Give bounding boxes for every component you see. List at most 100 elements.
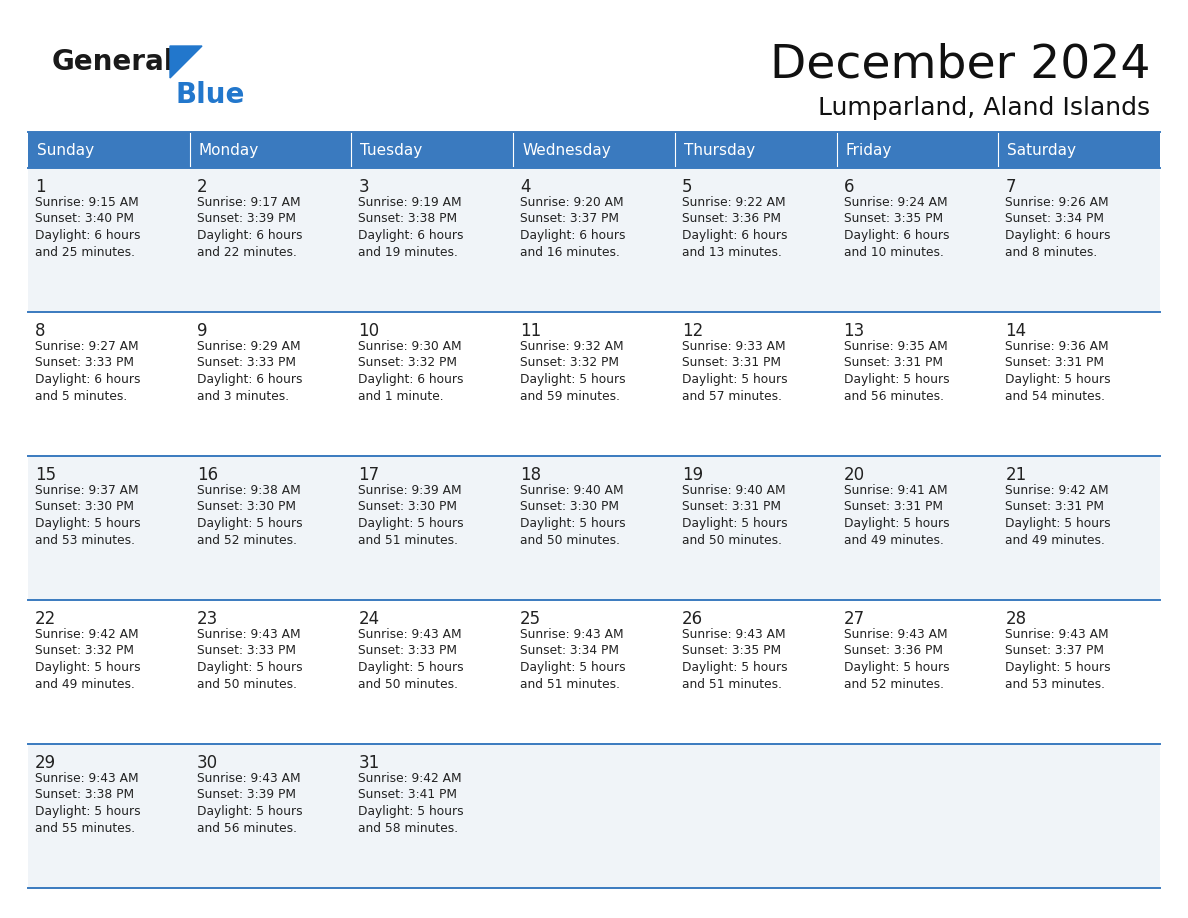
Text: 17: 17 <box>359 466 379 484</box>
Text: Daylight: 5 hours: Daylight: 5 hours <box>34 661 140 674</box>
Polygon shape <box>170 46 202 78</box>
Text: 10: 10 <box>359 322 379 340</box>
Text: Daylight: 5 hours: Daylight: 5 hours <box>1005 661 1111 674</box>
Text: Sunrise: 9:43 AM: Sunrise: 9:43 AM <box>520 628 624 641</box>
Text: Sunset: 3:39 PM: Sunset: 3:39 PM <box>197 212 296 226</box>
Text: Sunrise: 9:43 AM: Sunrise: 9:43 AM <box>1005 628 1108 641</box>
Text: Daylight: 5 hours: Daylight: 5 hours <box>843 661 949 674</box>
Text: Thursday: Thursday <box>684 142 756 158</box>
Text: and 10 minutes.: and 10 minutes. <box>843 245 943 259</box>
Text: and 53 minutes.: and 53 minutes. <box>34 533 135 546</box>
Text: Sunset: 3:30 PM: Sunset: 3:30 PM <box>359 500 457 513</box>
Text: Sunrise: 9:24 AM: Sunrise: 9:24 AM <box>843 196 947 209</box>
Text: and 8 minutes.: and 8 minutes. <box>1005 245 1098 259</box>
Text: Sunset: 3:39 PM: Sunset: 3:39 PM <box>197 789 296 801</box>
Text: Sunrise: 9:43 AM: Sunrise: 9:43 AM <box>843 628 947 641</box>
Text: Daylight: 5 hours: Daylight: 5 hours <box>197 661 302 674</box>
Text: Sunset: 3:33 PM: Sunset: 3:33 PM <box>359 644 457 657</box>
Text: and 56 minutes.: and 56 minutes. <box>197 822 297 834</box>
Text: 6: 6 <box>843 178 854 196</box>
Text: December 2024: December 2024 <box>770 42 1150 87</box>
Text: and 22 minutes.: and 22 minutes. <box>197 245 297 259</box>
Text: Sunrise: 9:42 AM: Sunrise: 9:42 AM <box>1005 484 1108 497</box>
Text: Daylight: 5 hours: Daylight: 5 hours <box>520 661 626 674</box>
Text: Sunset: 3:32 PM: Sunset: 3:32 PM <box>359 356 457 370</box>
Text: and 52 minutes.: and 52 minutes. <box>843 677 943 690</box>
Text: Daylight: 5 hours: Daylight: 5 hours <box>682 517 788 530</box>
Text: and 56 minutes.: and 56 minutes. <box>843 389 943 402</box>
Text: Daylight: 5 hours: Daylight: 5 hours <box>520 373 626 386</box>
Bar <box>29 312 1159 456</box>
Text: Sunrise: 9:40 AM: Sunrise: 9:40 AM <box>682 484 785 497</box>
Text: and 55 minutes.: and 55 minutes. <box>34 822 135 834</box>
Text: and 49 minutes.: and 49 minutes. <box>843 533 943 546</box>
Text: Daylight: 5 hours: Daylight: 5 hours <box>359 805 465 818</box>
Text: Sunset: 3:33 PM: Sunset: 3:33 PM <box>34 356 134 370</box>
Text: and 19 minutes.: and 19 minutes. <box>359 245 459 259</box>
Text: and 16 minutes.: and 16 minutes. <box>520 245 620 259</box>
Text: and 1 minute.: and 1 minute. <box>359 389 444 402</box>
Bar <box>513 132 675 168</box>
Text: Daylight: 5 hours: Daylight: 5 hours <box>843 373 949 386</box>
Text: Sunrise: 9:43 AM: Sunrise: 9:43 AM <box>359 628 462 641</box>
Text: Sunset: 3:33 PM: Sunset: 3:33 PM <box>197 356 296 370</box>
Text: and 54 minutes.: and 54 minutes. <box>1005 389 1105 402</box>
Bar <box>675 132 836 168</box>
Text: Sunrise: 9:38 AM: Sunrise: 9:38 AM <box>197 484 301 497</box>
Text: Sunset: 3:40 PM: Sunset: 3:40 PM <box>34 212 134 226</box>
Text: 4: 4 <box>520 178 531 196</box>
Text: and 50 minutes.: and 50 minutes. <box>520 533 620 546</box>
Text: Sunset: 3:38 PM: Sunset: 3:38 PM <box>359 212 457 226</box>
Text: Daylight: 6 hours: Daylight: 6 hours <box>682 229 788 242</box>
Text: 14: 14 <box>1005 322 1026 340</box>
Text: Daylight: 5 hours: Daylight: 5 hours <box>682 661 788 674</box>
Text: Daylight: 5 hours: Daylight: 5 hours <box>197 805 302 818</box>
Text: and 51 minutes.: and 51 minutes. <box>359 533 459 546</box>
Text: Sunrise: 9:41 AM: Sunrise: 9:41 AM <box>843 484 947 497</box>
Text: General: General <box>52 48 175 76</box>
Text: Sunrise: 9:19 AM: Sunrise: 9:19 AM <box>359 196 462 209</box>
Text: and 51 minutes.: and 51 minutes. <box>682 677 782 690</box>
Text: and 59 minutes.: and 59 minutes. <box>520 389 620 402</box>
Text: Sunset: 3:31 PM: Sunset: 3:31 PM <box>682 356 781 370</box>
Text: Sunset: 3:31 PM: Sunset: 3:31 PM <box>1005 500 1105 513</box>
Text: Daylight: 5 hours: Daylight: 5 hours <box>1005 517 1111 530</box>
Bar <box>190 132 352 168</box>
Text: and 50 minutes.: and 50 minutes. <box>682 533 782 546</box>
Text: Sunrise: 9:36 AM: Sunrise: 9:36 AM <box>1005 340 1108 353</box>
Text: Sunrise: 9:39 AM: Sunrise: 9:39 AM <box>359 484 462 497</box>
Text: and 3 minutes.: and 3 minutes. <box>197 389 289 402</box>
Text: 13: 13 <box>843 322 865 340</box>
Text: 21: 21 <box>1005 466 1026 484</box>
Text: Sunrise: 9:32 AM: Sunrise: 9:32 AM <box>520 340 624 353</box>
Text: and 50 minutes.: and 50 minutes. <box>359 677 459 690</box>
Text: 26: 26 <box>682 610 703 628</box>
Bar <box>29 132 190 168</box>
Text: 24: 24 <box>359 610 379 628</box>
Text: Daylight: 5 hours: Daylight: 5 hours <box>359 661 465 674</box>
Text: Sunrise: 9:30 AM: Sunrise: 9:30 AM <box>359 340 462 353</box>
Text: Daylight: 5 hours: Daylight: 5 hours <box>197 517 302 530</box>
Text: Sunrise: 9:37 AM: Sunrise: 9:37 AM <box>34 484 139 497</box>
Text: Blue: Blue <box>175 81 245 109</box>
Text: 12: 12 <box>682 322 703 340</box>
Text: Monday: Monday <box>198 142 259 158</box>
Text: Sunset: 3:32 PM: Sunset: 3:32 PM <box>520 356 619 370</box>
Text: Sunset: 3:35 PM: Sunset: 3:35 PM <box>682 644 781 657</box>
Text: Sunrise: 9:42 AM: Sunrise: 9:42 AM <box>34 628 139 641</box>
Text: Sunset: 3:31 PM: Sunset: 3:31 PM <box>682 500 781 513</box>
Text: Sunset: 3:33 PM: Sunset: 3:33 PM <box>197 644 296 657</box>
Text: Sunset: 3:31 PM: Sunset: 3:31 PM <box>843 356 942 370</box>
Text: and 50 minutes.: and 50 minutes. <box>197 677 297 690</box>
Text: Daylight: 6 hours: Daylight: 6 hours <box>197 229 302 242</box>
Text: Sunset: 3:34 PM: Sunset: 3:34 PM <box>520 644 619 657</box>
Bar <box>998 132 1159 168</box>
Text: and 25 minutes.: and 25 minutes. <box>34 245 135 259</box>
Text: Sunset: 3:36 PM: Sunset: 3:36 PM <box>682 212 781 226</box>
Text: and 57 minutes.: and 57 minutes. <box>682 389 782 402</box>
Text: and 51 minutes.: and 51 minutes. <box>520 677 620 690</box>
Text: 1: 1 <box>34 178 45 196</box>
Text: 20: 20 <box>843 466 865 484</box>
Bar <box>352 132 513 168</box>
Text: 22: 22 <box>34 610 56 628</box>
